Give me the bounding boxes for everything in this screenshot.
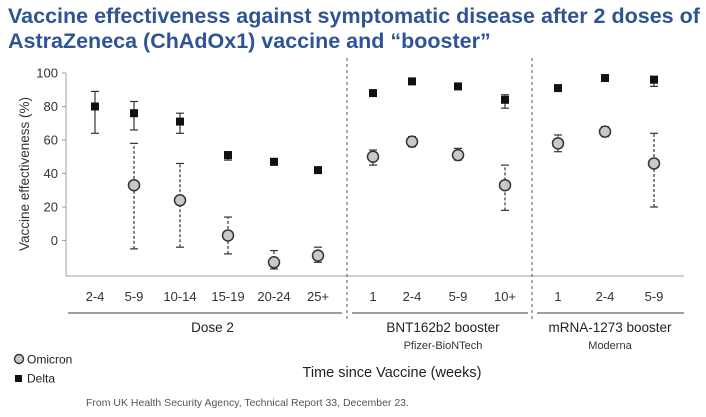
delta-point <box>454 82 462 91</box>
axes-layer <box>62 58 684 322</box>
x-tick-label: 15-19 <box>211 289 244 304</box>
delta-point <box>270 157 278 166</box>
legend-delta-label: Delta <box>27 372 55 386</box>
labels-layer: 0 20 40 60 80 100 Vaccine effectiveness (%) 2-4… <box>17 66 672 386</box>
x-tick-label: 25+ <box>307 289 329 304</box>
x-tick-label: 20-24 <box>257 289 290 304</box>
x-tick-label: 5-9 <box>645 289 664 304</box>
y-tick-label: 80 <box>44 99 58 114</box>
omicron-point <box>451 148 465 162</box>
delta-point <box>501 95 509 104</box>
x-tick-label: 5-9 <box>449 289 468 304</box>
group-label: Dose 2 <box>191 320 234 335</box>
y-tick-label: 60 <box>44 133 58 148</box>
legend-omicron-marker <box>13 353 25 365</box>
x-tick-label: 10+ <box>494 289 516 304</box>
legend-delta-marker <box>15 375 22 382</box>
omicron-point <box>173 194 187 207</box>
delta-point <box>408 77 416 86</box>
chart-title: Vaccine effectiveness against symptomati… <box>8 4 706 54</box>
delta-point <box>369 89 377 98</box>
y-tick-label: 20 <box>44 200 58 215</box>
x-tick-label: 1 <box>369 289 376 304</box>
error-bars-layer <box>91 75 658 270</box>
markers-layer <box>13 74 661 382</box>
omicron-point <box>366 150 380 163</box>
delta-point <box>224 151 232 160</box>
source-note: From UK Health Security Agency, Technica… <box>86 397 409 409</box>
group-label: mRNA-1273 booster <box>548 320 672 335</box>
delta-point <box>91 102 99 111</box>
legend-omicron-label: Omicron <box>27 353 72 367</box>
group-sublabel: Pfizer-BioNTech <box>404 340 483 352</box>
delta-point <box>314 166 322 175</box>
x-tick-label: 5-9 <box>125 289 144 304</box>
y-axis-label: Vaccine effectiveness (%) <box>17 97 32 251</box>
title-line-2: AstraZeneca (ChAdOx1) vaccine and “boost… <box>8 29 491 53</box>
y-tick-label: 40 <box>44 166 58 181</box>
omicron-point <box>127 178 141 192</box>
omicron-point <box>498 178 512 192</box>
x-tick-label: 1 <box>554 289 561 304</box>
delta-point <box>130 109 138 118</box>
omicron-point <box>311 249 325 262</box>
y-tick-label: 0 <box>51 233 58 248</box>
x-axis-label: Time since Vaccine (weeks) <box>303 365 482 381</box>
x-tick-label: 2-4 <box>86 289 105 304</box>
delta-point <box>601 74 609 83</box>
omicron-point <box>267 256 281 269</box>
omicron-point <box>598 125 612 138</box>
group-label: BNT162b2 booster <box>386 320 500 335</box>
y-tick-label: 100 <box>36 66 58 81</box>
group-sublabel: Moderna <box>588 340 632 352</box>
omicron-point <box>551 137 565 150</box>
delta-point <box>554 84 562 93</box>
x-tick-label: 2-4 <box>403 289 422 304</box>
x-tick-label: 2-4 <box>596 289 615 304</box>
delta-point <box>176 117 184 126</box>
delta-point <box>650 75 658 84</box>
title-line-1: Vaccine effectiveness against symptomati… <box>8 4 700 28</box>
omicron-point <box>405 135 419 148</box>
x-tick-label: 10-14 <box>163 289 196 304</box>
omicron-point <box>221 229 235 242</box>
omicron-point <box>647 157 661 170</box>
